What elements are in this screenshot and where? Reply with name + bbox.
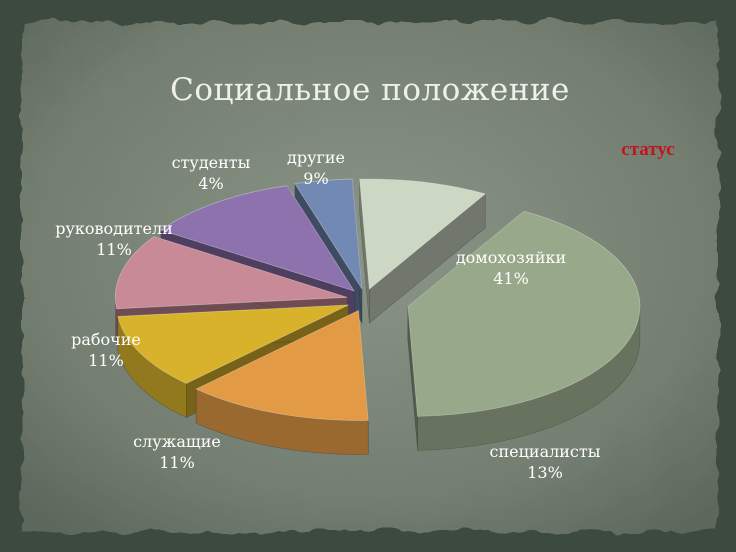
pie-chart — [114, 178, 641, 455]
slice-label-name-2: служащие — [133, 432, 221, 451]
pie-slice-side-1-0 — [195, 388, 369, 455]
pie-slice-wall-0-1 — [407, 306, 418, 451]
slice-label-value-3: 11% — [88, 351, 124, 370]
slice-label-name-3: рабочие — [71, 330, 141, 349]
slice-label-value-2: 11% — [159, 453, 195, 472]
pie-slice-top-5 — [294, 178, 363, 290]
pie-slice-6 — [359, 178, 487, 324]
slice-label-name-0: домохозяйки — [456, 248, 566, 267]
pie-labels: домохозяйки 41% специалисты 13% служащие 11% р… — [55, 148, 601, 482]
page-title: Социальное положение — [170, 72, 570, 108]
slice-label-value-1: 13% — [527, 463, 563, 482]
slice-label-value-6: 9% — [303, 169, 328, 188]
pie-slice-top-2 — [117, 304, 349, 384]
slice-label-name-5: студенты — [172, 153, 251, 172]
pie-slice-top-4 — [160, 185, 356, 292]
pie-slice-top-3 — [114, 236, 348, 310]
status-label: статус — [621, 139, 674, 160]
pie-slice-0 — [407, 210, 641, 451]
slice-label-value-4: 11% — [96, 240, 132, 259]
pie-slice-top-1 — [195, 309, 369, 421]
slice-label-name-6: другие — [287, 148, 345, 167]
pie-slice-top-6 — [359, 178, 487, 290]
slice-label-value-0: 41% — [493, 269, 529, 288]
slice-label-value-5: 4% — [198, 174, 223, 193]
pie-slice-top-0 — [407, 210, 641, 417]
slice-label-name-4: руководители — [55, 219, 173, 238]
slice-label-name-1: специалисты — [490, 442, 601, 461]
pie-slice-wall-6-0 — [359, 179, 370, 324]
pie-slice-1 — [195, 309, 369, 455]
